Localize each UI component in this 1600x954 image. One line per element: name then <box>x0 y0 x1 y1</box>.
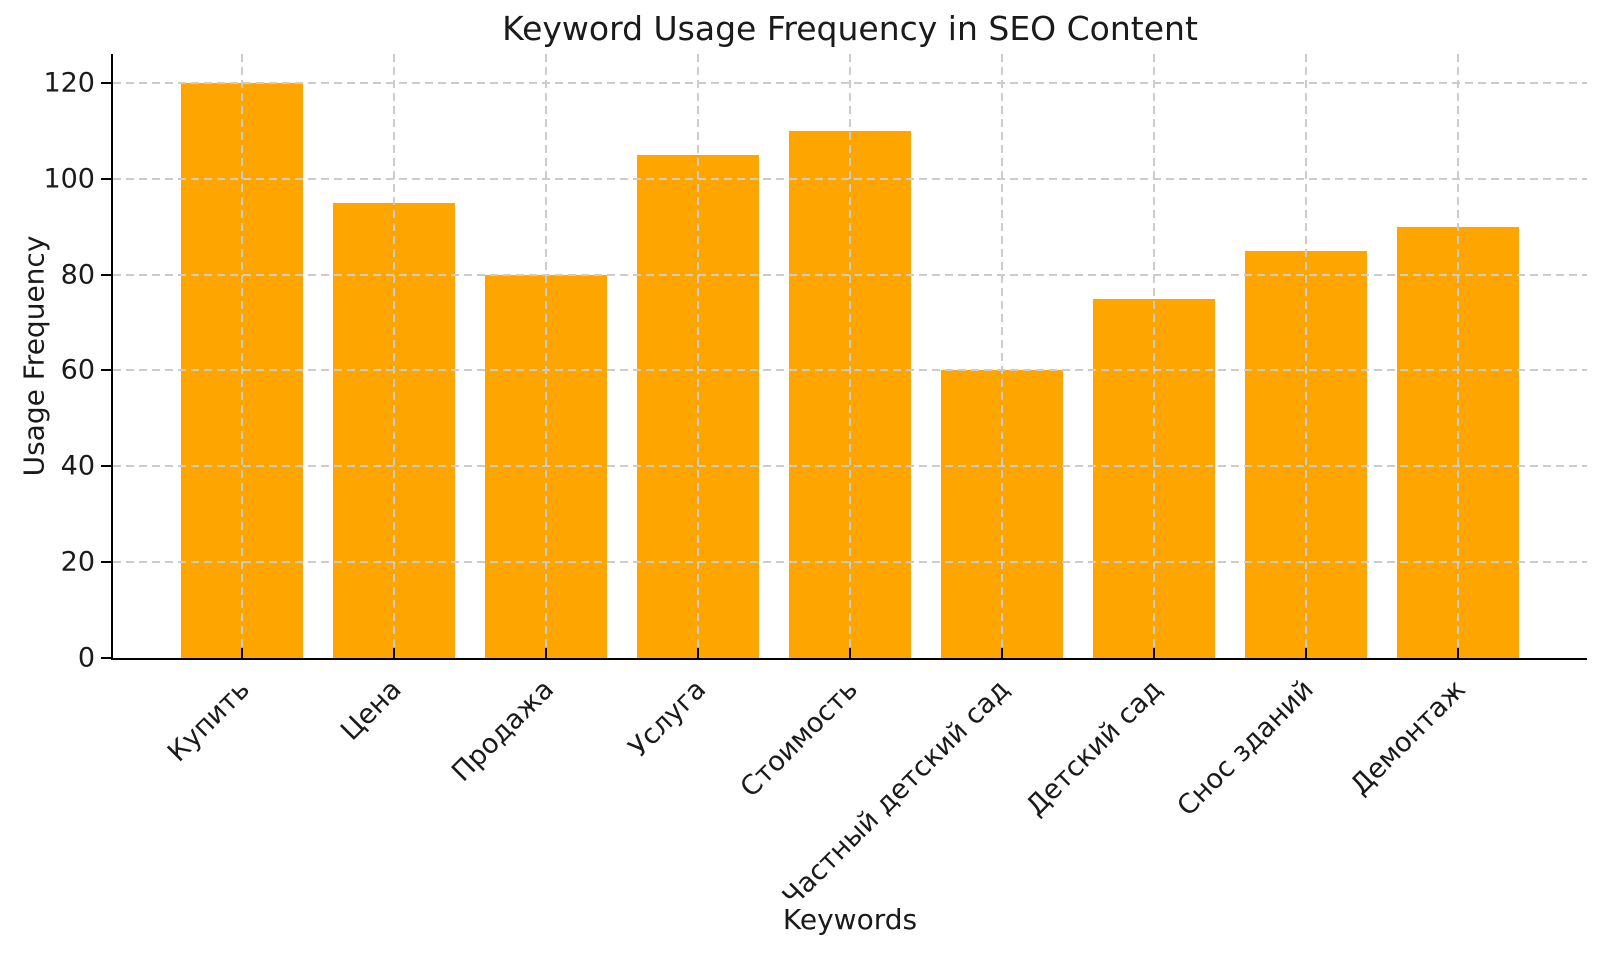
gridline-vertical <box>241 54 244 658</box>
gridline-horizontal <box>113 273 1587 276</box>
gridline-vertical <box>697 54 699 658</box>
gridline-horizontal <box>113 465 1587 468</box>
x-tick-mark <box>1456 648 1459 658</box>
y-tick-label: 120 <box>43 67 95 99</box>
x-tick-mark <box>1152 648 1155 658</box>
x-tick-label-text: Цена <box>335 674 409 747</box>
gridline-horizontal <box>113 561 1587 564</box>
x-tick-label-text: Купить <box>162 674 257 769</box>
gridline-vertical <box>1001 54 1003 658</box>
x-tick-label-text: Продажа <box>446 674 561 788</box>
gridline-vertical <box>545 54 548 658</box>
y-tick-mark <box>101 465 111 468</box>
y-axis-label: Usage Frequency <box>17 235 51 477</box>
x-tick-mark <box>241 648 244 658</box>
gridline-horizontal <box>113 369 1587 372</box>
x-tick-label-text: Детский сад <box>1019 674 1168 823</box>
gridline-vertical <box>1152 54 1155 658</box>
y-tick-mark <box>101 177 111 180</box>
x-tick-mark <box>697 648 699 658</box>
gridline-vertical <box>849 54 851 658</box>
y-tick-mark <box>101 81 111 84</box>
x-axis-label: Keywords <box>782 903 918 936</box>
gridline-vertical <box>1304 54 1307 658</box>
chart-title: Keyword Usage Frequency in SEO Content <box>502 9 1198 48</box>
y-tick-mark <box>101 561 111 564</box>
y-tick-mark <box>101 369 111 372</box>
y-tick-label: 20 <box>60 546 95 578</box>
y-tick-label: 100 <box>43 163 95 195</box>
x-tick-mark <box>1304 648 1307 658</box>
y-tick-mark <box>101 273 111 276</box>
x-tick-label-text: Демонтаж <box>1344 674 1472 802</box>
gridline-vertical <box>1456 54 1459 658</box>
plot-area: Купить Цена Продажа Услуга Стоимость Частный … <box>43 54 1587 913</box>
y-tick-mark <box>101 657 111 659</box>
x-axis-spine <box>111 658 1587 660</box>
x-tick-label-text: Услуга <box>622 674 712 764</box>
x-tick-label-text: Снос зданий <box>1171 674 1320 823</box>
y-axis-spine <box>111 54 113 660</box>
y-tick-label: 60 <box>60 354 95 386</box>
gridline-horizontal <box>113 177 1587 180</box>
x-tick-mark <box>393 648 396 658</box>
x-tick-mark <box>1001 648 1003 658</box>
gridline-horizontal <box>113 81 1587 84</box>
y-tick-label: 0 <box>77 642 95 674</box>
y-tick-label: 80 <box>60 259 95 290</box>
y-tick-label: 40 <box>60 450 95 482</box>
x-tick-mark <box>849 648 851 658</box>
gridline-vertical <box>393 54 396 658</box>
x-tick-label-text: Стоимость <box>734 674 864 804</box>
x-tick-mark <box>545 648 548 658</box>
